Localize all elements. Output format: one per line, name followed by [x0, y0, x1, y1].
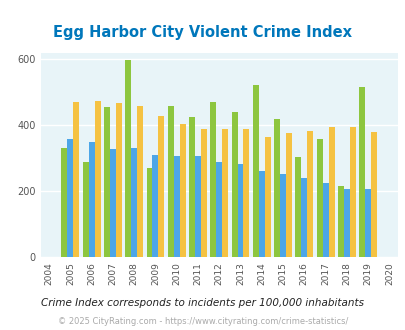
Bar: [285, 133, 291, 257]
Bar: [328, 127, 334, 257]
Bar: [179, 124, 185, 257]
Bar: [104, 107, 110, 257]
Bar: [301, 178, 307, 257]
Bar: [194, 156, 200, 257]
Bar: [94, 101, 100, 257]
Text: Crime Index corresponds to incidents per 100,000 inhabitants: Crime Index corresponds to incidents per…: [41, 298, 364, 308]
Bar: [237, 164, 243, 257]
Bar: [88, 142, 94, 257]
Text: Egg Harbor City Violent Crime Index: Egg Harbor City Violent Crime Index: [53, 25, 352, 40]
Bar: [243, 129, 249, 257]
Bar: [115, 103, 122, 257]
Bar: [258, 171, 264, 257]
Bar: [337, 186, 343, 257]
Bar: [343, 189, 349, 257]
Bar: [73, 102, 79, 257]
Bar: [364, 189, 370, 257]
Bar: [216, 162, 222, 257]
Bar: [167, 106, 173, 257]
Bar: [146, 168, 152, 257]
Bar: [110, 149, 115, 257]
Bar: [83, 162, 88, 257]
Bar: [200, 129, 207, 257]
Bar: [67, 139, 73, 257]
Bar: [264, 137, 270, 257]
Bar: [189, 117, 194, 257]
Text: © 2025 CityRating.com - https://www.cityrating.com/crime-statistics/: © 2025 CityRating.com - https://www.city…: [58, 317, 347, 326]
Bar: [137, 106, 143, 257]
Bar: [152, 155, 158, 257]
Bar: [349, 127, 355, 257]
Bar: [370, 132, 376, 257]
Bar: [158, 116, 164, 257]
Bar: [125, 60, 131, 257]
Bar: [231, 112, 237, 257]
Bar: [307, 131, 313, 257]
Bar: [295, 157, 301, 257]
Bar: [279, 174, 285, 257]
Bar: [210, 102, 216, 257]
Bar: [222, 129, 228, 257]
Bar: [173, 156, 179, 257]
Bar: [322, 183, 328, 257]
Bar: [131, 148, 137, 257]
Bar: [252, 85, 258, 257]
Bar: [61, 148, 67, 257]
Bar: [273, 119, 279, 257]
Bar: [358, 87, 364, 257]
Bar: [316, 139, 322, 257]
